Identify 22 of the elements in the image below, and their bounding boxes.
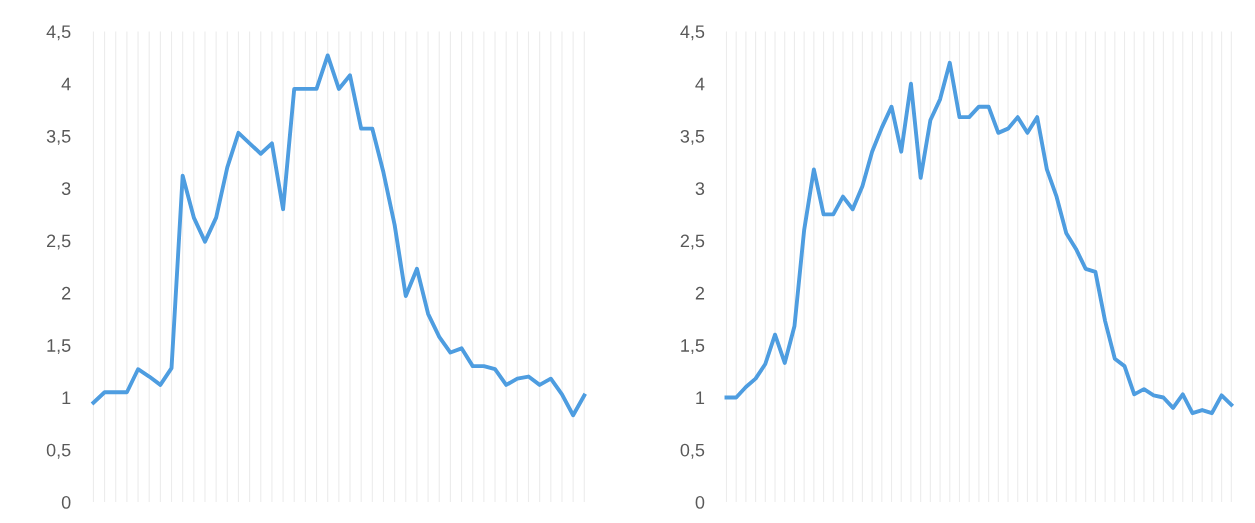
y-tick-label: 1 (62, 391, 71, 405)
y-tick-label: 2,5 (46, 234, 71, 250)
y-tick-label: 0 (61, 496, 71, 509)
y-tick-label: 1,5 (681, 339, 705, 355)
y-tick-label: 4,5 (680, 25, 705, 41)
y-tick-label: 1,5 (47, 339, 71, 355)
y-tick-label: 0,5 (46, 443, 71, 459)
y-tick-label: 1 (696, 391, 705, 405)
y-tick-label: 3,5 (46, 129, 71, 145)
y-tick-label: 2,5 (680, 234, 705, 250)
y-tick-label: 2 (695, 286, 705, 300)
y-tick-label: 4,5 (46, 25, 71, 41)
y-tick-label: 4 (695, 77, 705, 91)
y-tick-label: 0,5 (680, 443, 705, 459)
y-tick-label: 3 (695, 182, 705, 195)
y-tick-label: 0 (695, 496, 705, 509)
y-tick-label: 3 (61, 182, 71, 195)
y-tick-label: 4 (61, 77, 71, 91)
y-tick-label: 2 (62, 286, 71, 300)
y-tick-label: 3,5 (680, 129, 705, 145)
line-series (724, 60, 1234, 416)
line-series (91, 53, 587, 418)
